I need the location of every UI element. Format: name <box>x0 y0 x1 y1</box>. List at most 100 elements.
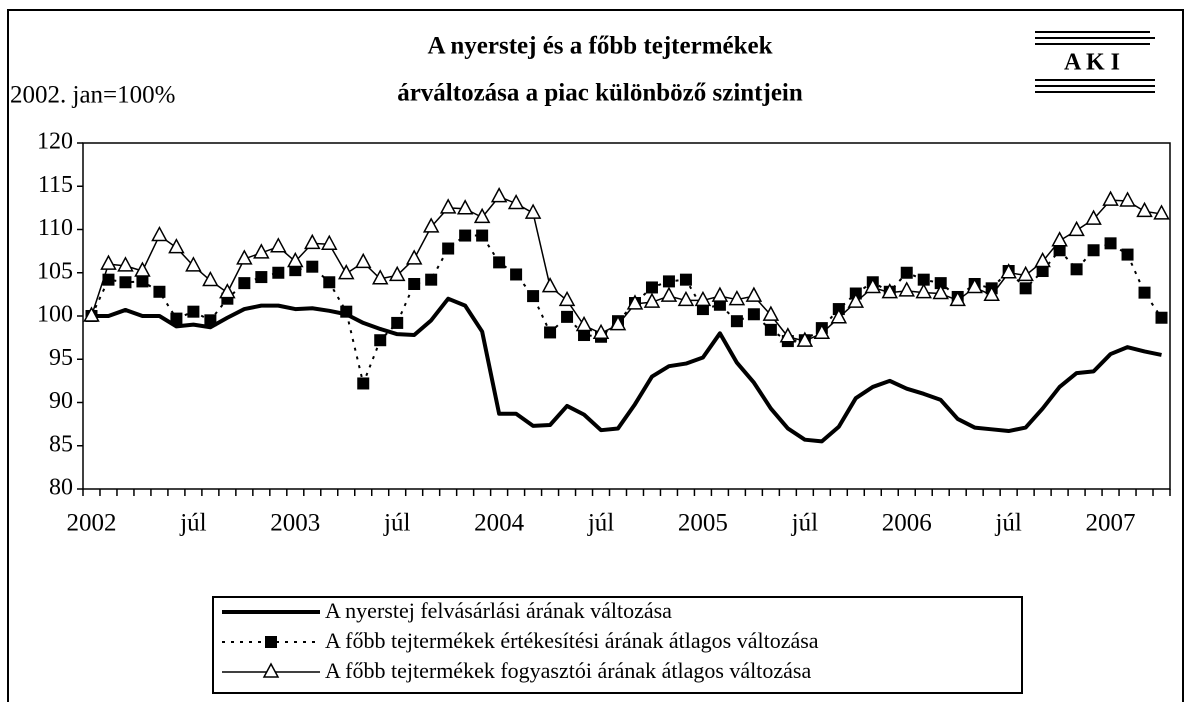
marker-triangle <box>321 234 338 250</box>
marker-triangle <box>100 254 117 270</box>
marker-triangle <box>473 207 491 224</box>
marker-square <box>1019 282 1032 295</box>
marker-triangle <box>830 308 848 324</box>
x-tick-label: 2006 <box>882 510 932 537</box>
y-tick-label: 90 <box>49 388 73 414</box>
marker-triangle <box>1119 191 1136 207</box>
marker-triangle <box>422 217 440 233</box>
marker-triangle <box>915 283 932 299</box>
marker-triangle <box>388 265 406 282</box>
y-axis-label: 2002. jan=100% <box>10 82 175 109</box>
marker-triangle <box>779 327 797 343</box>
x-tick-label: júl <box>587 510 614 537</box>
marker-triangle <box>1102 190 1119 206</box>
marker-square <box>1070 263 1083 276</box>
marker-square <box>493 256 506 269</box>
marker-triangle <box>168 238 185 254</box>
marker-triangle <box>354 252 372 269</box>
marker-square <box>425 273 438 286</box>
marker-square <box>900 266 913 279</box>
series-line <box>90 195 1162 342</box>
chart-title: árváltozása a piac különböző szintjein <box>397 80 803 107</box>
chart-frame <box>7 9 1184 702</box>
marker-square <box>238 277 251 290</box>
marker-triangle <box>304 233 321 250</box>
marker-square <box>136 275 149 288</box>
y-tick-label: 115 <box>38 172 73 198</box>
marker-triangle <box>151 225 168 242</box>
legend-label: A nyerstej felvásárlási árának változása <box>325 598 672 623</box>
marker-triangle <box>541 277 559 293</box>
marker-square <box>1155 311 1168 324</box>
marker-square <box>153 285 166 298</box>
marker-triangle <box>728 289 746 306</box>
marker-triangle <box>898 281 915 297</box>
marker-triangle <box>1034 251 1051 268</box>
marker-triangle <box>1153 204 1170 220</box>
marker-triangle <box>1000 263 1017 279</box>
x-tick-label: 2003 <box>270 510 320 537</box>
marker-square <box>679 273 692 286</box>
marker-square <box>730 315 743 328</box>
marker-triangle <box>796 331 814 347</box>
marker-triangle <box>507 193 525 210</box>
marker-triangle <box>932 283 949 300</box>
marker-triangle <box>134 261 151 277</box>
marker-triangle <box>966 277 983 294</box>
marker-square <box>408 277 421 290</box>
marker-square <box>527 290 540 303</box>
y-tick-label: 100 <box>37 302 73 328</box>
marker-triangle <box>677 290 695 307</box>
marker-triangle <box>626 294 644 310</box>
y-tick-label: 80 <box>49 475 73 501</box>
marker-triangle <box>117 256 134 272</box>
x-tick-label: 2002 <box>66 510 116 537</box>
marker-triangle <box>83 306 100 322</box>
marker-triangle <box>524 203 542 219</box>
marker-triangle <box>1136 201 1153 218</box>
marker-square <box>1087 244 1100 257</box>
marker-square <box>459 229 472 242</box>
marker-square <box>265 636 277 648</box>
marker-square <box>374 334 387 347</box>
marker-square <box>272 266 285 279</box>
marker-triangle <box>219 283 236 299</box>
marker-triangle <box>881 283 899 299</box>
marker-triangle <box>643 292 661 308</box>
marker-triangle <box>609 315 627 331</box>
marker-triangle <box>864 277 882 294</box>
marker-square <box>102 273 115 286</box>
marker-triangle <box>813 323 831 340</box>
marker-square <box>747 308 760 321</box>
marker-square <box>1053 244 1066 257</box>
marker-square <box>510 268 523 281</box>
marker-square <box>1036 265 1049 278</box>
marker-triangle <box>371 269 389 285</box>
marker-square <box>1138 286 1151 299</box>
marker-triangle <box>185 256 202 272</box>
x-tick-label: júl <box>791 510 818 537</box>
y-tick-label: 95 <box>49 345 73 371</box>
marker-triangle <box>253 243 270 259</box>
marker-square <box>357 377 370 390</box>
marker-triangle <box>983 285 1000 301</box>
marker-square <box>323 276 336 289</box>
x-tick-label: júl <box>383 510 410 537</box>
marker-square <box>578 329 591 342</box>
marker-triangle <box>262 662 280 678</box>
logo-text: A K I <box>1064 50 1120 76</box>
series <box>91 296 1162 444</box>
marker-triangle <box>694 290 712 307</box>
marker-triangle <box>592 323 610 340</box>
marker-square <box>1121 248 1134 261</box>
marker-square <box>306 260 319 273</box>
legend-label: A főbb tejtermékek értékesítési árának á… <box>325 628 819 653</box>
x-tick-label: 2004 <box>474 510 525 537</box>
x-tick-label: júl <box>179 510 206 537</box>
series-line <box>90 234 1163 385</box>
marker-triangle <box>575 315 593 332</box>
marker-square <box>662 275 675 288</box>
series-line <box>91 296 1162 444</box>
marker-triangle <box>847 292 865 308</box>
marker-triangle <box>405 249 423 265</box>
